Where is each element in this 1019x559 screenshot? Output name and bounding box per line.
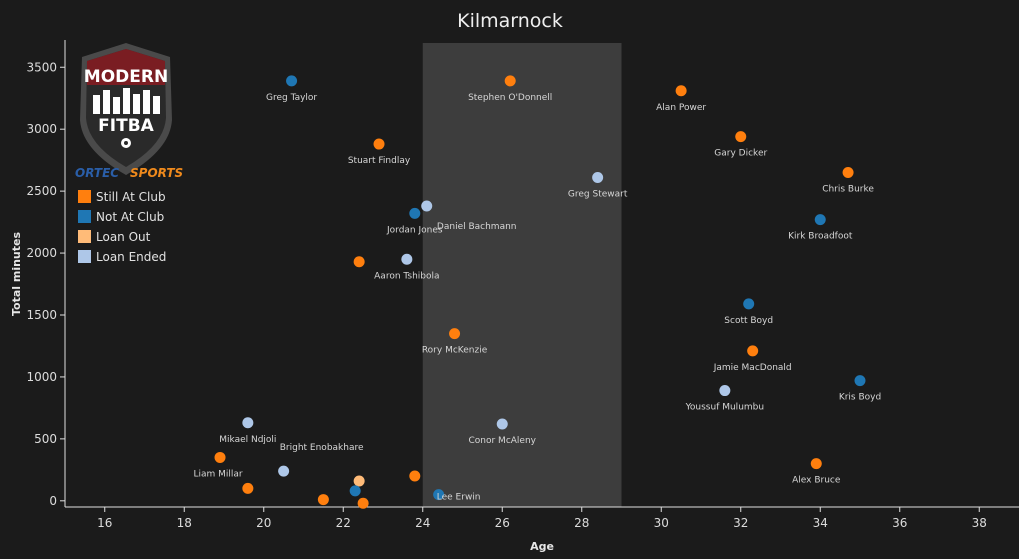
- sponsor-text-sports: SPORTS: [130, 166, 183, 180]
- data-point[interactable]: [353, 256, 365, 268]
- data-point-label: Lee Erwin: [437, 493, 481, 503]
- data-point[interactable]: [409, 470, 421, 482]
- legend-entry: Still At Club: [96, 190, 166, 204]
- data-point[interactable]: [675, 85, 687, 97]
- logo-bars-icon: [93, 88, 160, 114]
- x-tick-label: 30: [654, 516, 669, 530]
- data-point-label: Jordan Jones: [386, 225, 443, 235]
- data-point[interactable]: [242, 482, 254, 494]
- sponsor-text-ortec: ORTEC: [75, 166, 119, 180]
- data-point-label: Alan Power: [656, 103, 706, 113]
- chart-title: Kilmarnock: [457, 10, 563, 32]
- legend-swatch: [78, 230, 91, 243]
- tick-layer: 16 18 20 22 24 26 28 30 32 34 36 38 0 500 1000 1500 2000…: [26, 60, 986, 530]
- data-point-label: Conor McAleny: [469, 436, 537, 446]
- y-tick-label: 2000: [26, 246, 57, 260]
- data-point-label: Stuart Findlay: [348, 156, 411, 166]
- legend-swatch: [78, 210, 91, 223]
- data-point[interactable]: [747, 345, 759, 357]
- data-point[interactable]: [401, 253, 413, 265]
- data-point[interactable]: [592, 171, 604, 183]
- x-tick-label: 32: [733, 516, 748, 530]
- data-point-label: Scott Boyd: [724, 316, 773, 326]
- data-point[interactable]: [842, 167, 854, 179]
- data-point[interactable]: [814, 214, 826, 226]
- legend-swatch: [78, 190, 91, 203]
- data-point[interactable]: [719, 385, 731, 397]
- data-point-label: Aaron Tshibola: [374, 271, 439, 281]
- y-tick-label: 500: [34, 432, 57, 446]
- data-point[interactable]: [504, 75, 516, 87]
- legend-swatch: [78, 250, 91, 263]
- football-center-icon: [124, 141, 128, 145]
- data-point[interactable]: [353, 475, 365, 487]
- data-point-label: Rory McKenzie: [422, 346, 488, 356]
- shield-top-band-icon: [87, 49, 165, 85]
- data-point[interactable]: [854, 375, 866, 387]
- points-layer: [214, 75, 866, 509]
- data-point-label: Youssuf Mulumbu: [685, 403, 764, 413]
- logo-text-fitba: FITBA: [98, 116, 154, 136]
- x-tick-label: 26: [495, 516, 510, 530]
- x-tick-label: 18: [177, 516, 192, 530]
- data-point-label: Bright Enobakhare: [280, 443, 364, 453]
- data-point-label: Liam Millar: [193, 469, 242, 479]
- legend-entry: Loan Out: [96, 230, 151, 244]
- data-point[interactable]: [349, 485, 361, 497]
- x-tick-label: 34: [813, 516, 828, 530]
- data-point[interactable]: [735, 131, 747, 143]
- x-tick-label: 16: [97, 516, 112, 530]
- y-tick-label: 1000: [26, 370, 57, 384]
- data-point[interactable]: [449, 328, 461, 340]
- data-point-label: Kris Boyd: [839, 393, 881, 403]
- data-point[interactable]: [317, 494, 329, 506]
- y-tick-label: 3000: [26, 122, 57, 136]
- data-point[interactable]: [409, 207, 421, 219]
- y-axis-title: Total minutes: [10, 232, 23, 316]
- data-point[interactable]: [373, 138, 385, 150]
- y-tick-label: 1500: [26, 308, 57, 322]
- x-tick-label: 24: [415, 516, 430, 530]
- x-tick-label: 36: [892, 516, 907, 530]
- legend-entry: Loan Ended: [96, 250, 166, 264]
- data-point[interactable]: [357, 497, 369, 509]
- axes-layer: [64, 40, 1019, 508]
- data-point-label: Gary Dicker: [714, 149, 767, 159]
- data-point[interactable]: [743, 298, 755, 310]
- y-tick-label: 2500: [26, 184, 57, 198]
- data-point[interactable]: [810, 458, 822, 470]
- data-point-label: Mikael Ndjoli: [219, 435, 276, 445]
- y-tick-label: 0: [49, 494, 57, 508]
- data-point[interactable]: [496, 418, 508, 430]
- data-point-label: Jamie MacDonald: [713, 363, 792, 373]
- x-tick-label: 38: [972, 516, 987, 530]
- y-tick-label: 3500: [26, 60, 57, 74]
- data-point-label: Greg Stewart: [568, 189, 628, 199]
- data-point[interactable]: [433, 489, 445, 501]
- logo-text-modern: MODERN: [84, 67, 168, 87]
- x-tick-label: 28: [574, 516, 589, 530]
- data-point[interactable]: [214, 451, 226, 463]
- data-point-label: Stephen O'Donnell: [468, 93, 552, 103]
- data-point[interactable]: [421, 200, 433, 212]
- highlight-band: [422, 43, 622, 507]
- legend: Still At Club Not At Club Loan Out Loan End…: [78, 190, 166, 264]
- data-point-label: Greg Taylor: [266, 93, 317, 103]
- point-labels-layer: Greg Taylor Stephen O'Donnell Alan Power Ga…: [193, 93, 881, 503]
- x-tick-label: 20: [256, 516, 271, 530]
- modern-fitba-logo: MODERN FITBA ORTEC SPORTS: [75, 43, 183, 180]
- data-point[interactable]: [242, 417, 254, 429]
- x-tick-label: 22: [336, 516, 351, 530]
- data-point-label: Daniel Bachmann: [437, 222, 517, 232]
- data-point[interactable]: [278, 465, 290, 477]
- data-point-label: Kirk Broadfoot: [788, 232, 853, 242]
- legend-entry: Not At Club: [96, 210, 164, 224]
- x-axis-title: Age: [530, 540, 554, 553]
- data-point-label: Chris Burke: [822, 185, 874, 195]
- data-point-label: Alex Bruce: [792, 476, 841, 486]
- data-point[interactable]: [286, 75, 298, 87]
- highlight-band-layer: [422, 43, 622, 507]
